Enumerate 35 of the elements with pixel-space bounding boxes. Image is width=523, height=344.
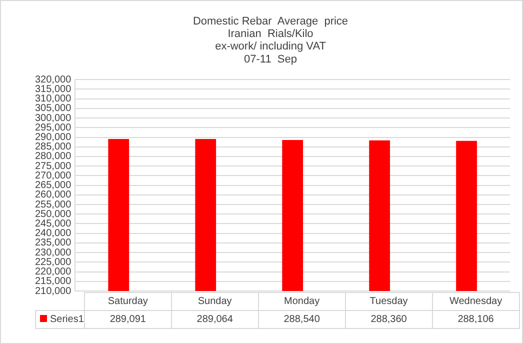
x-tick-label: Saturday xyxy=(84,292,172,310)
y-tick-label: 235,000 xyxy=(34,238,72,249)
y-tick-label: 210,000 xyxy=(34,286,72,297)
data-label: 288,106 xyxy=(432,310,520,328)
y-tick-label: 310,000 xyxy=(34,94,72,105)
chart-title: Domestic Rebar Average price Iranian Rials/Kilo ex-work/ including VAT 07-11 Sep xyxy=(192,15,348,66)
y-tick-label: 315,000 xyxy=(34,84,72,95)
y-tick-label: 300,000 xyxy=(34,112,72,124)
y-tick-label: 265,000 xyxy=(34,180,72,192)
y-tick-label: 250,000 xyxy=(34,208,72,220)
y-tick-label: 260,000 xyxy=(34,190,72,201)
data-label: 288,540 xyxy=(258,310,346,328)
y-tick-label: 280,000 xyxy=(34,151,72,162)
y-tick-label: 255,000 xyxy=(34,199,72,210)
y-tick-label: 295,000 xyxy=(34,122,72,134)
y-tick-label: 270,000 xyxy=(34,170,72,182)
y-tick-label: 245,000 xyxy=(34,218,72,230)
y-tick-label: 230,000 xyxy=(34,247,72,258)
x-tick-label: Tuesday xyxy=(345,292,432,310)
y-tick-label: 320,000 xyxy=(34,74,72,86)
y-tick-label: 220,000 xyxy=(34,266,72,278)
y-tick-label: 215,000 xyxy=(34,276,72,288)
x-tick-label: Wednesday xyxy=(432,292,520,310)
data-label: 288,360 xyxy=(345,310,432,328)
y-tick-label: 275,000 xyxy=(34,160,72,172)
y-tick-label: 240,000 xyxy=(34,228,72,240)
x-tick-label: Monday xyxy=(258,292,346,310)
y-tick-label: 290,000 xyxy=(34,132,72,144)
x-tick-label: Sunday xyxy=(171,292,258,310)
y-tick-label: 285,000 xyxy=(34,142,72,153)
y-tick-label: 225,000 xyxy=(34,256,72,268)
y-tick-label: 305,000 xyxy=(34,103,72,114)
data-label: 289,064 xyxy=(171,310,258,328)
data-label: 289,091 xyxy=(84,310,172,328)
legend-label: Series1 xyxy=(36,310,84,328)
